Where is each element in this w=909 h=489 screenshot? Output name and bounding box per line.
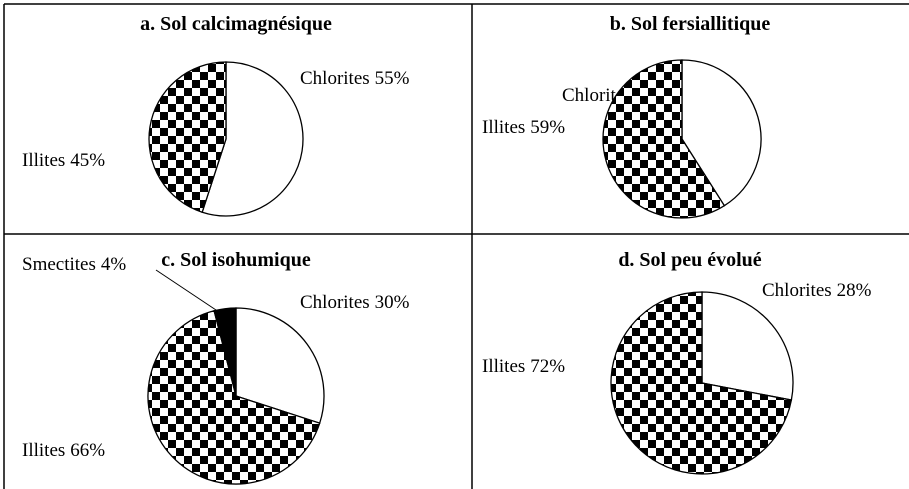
pie-slice [148, 61, 227, 214]
panel-borders [3, 3, 909, 489]
leader-line [155, 269, 223, 315]
slice-value-label: 4% [101, 254, 127, 275]
slice-label: Chlorites 28% [762, 280, 872, 301]
pie-slice [147, 309, 321, 485]
pie-slice [201, 61, 304, 217]
slice-label: Illites 66% [22, 440, 105, 461]
slice-category: Illites [22, 440, 65, 461]
chart-title: b. Sol fersiallitique [610, 13, 771, 35]
slice-value-label: 55% [375, 68, 410, 89]
slice-label: Illites 59% [482, 117, 565, 138]
slice-value-label: 28% [837, 280, 872, 301]
slice-category: Illites [22, 150, 65, 171]
slice-category: Chlorites [300, 292, 370, 313]
pie-slice [701, 291, 794, 401]
slice-value-label: 59% [530, 117, 565, 138]
slice-category: Illites [482, 117, 525, 138]
pie-slice [602, 59, 726, 219]
chart-title: c. Sol isohumique [161, 249, 311, 271]
slice-label: Chlorites 55% [300, 68, 410, 89]
slice-label: Illites 45% [22, 150, 105, 171]
slice-category: Smectites [22, 254, 96, 275]
slice-value-label: 30% [375, 292, 410, 313]
slice-label: Chlorites 30% [300, 292, 410, 313]
slice-category: Illites [482, 356, 525, 377]
pie-slice [610, 291, 793, 475]
chart-title: a. Sol calcimagnésique [140, 13, 332, 35]
slice-label: Smectites 4% [22, 254, 126, 275]
slice-category: Chlorites [300, 68, 370, 89]
slice-label: Illites 72% [482, 356, 565, 377]
slice-value-label: 66% [70, 440, 105, 461]
pie-slice [235, 307, 325, 425]
slice-value-label: 72% [530, 356, 565, 377]
chart-title: d. Sol peu évolué [618, 249, 761, 271]
pie-slice [213, 307, 237, 397]
slice-value-label: 45% [70, 150, 105, 171]
slice-category: Chlorites [762, 280, 832, 301]
